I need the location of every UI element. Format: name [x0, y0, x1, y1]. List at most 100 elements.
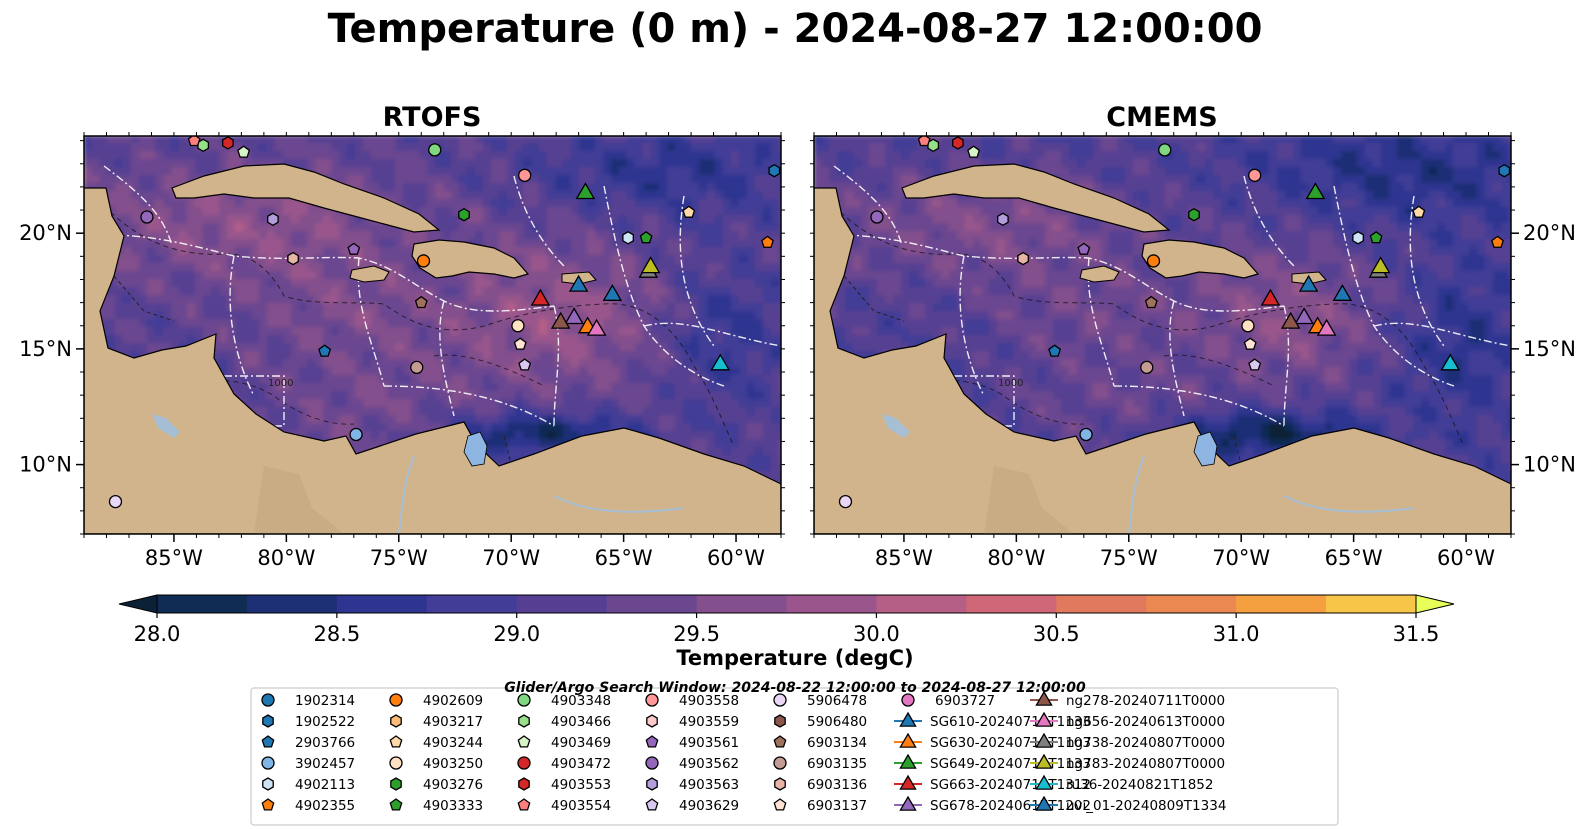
platform-marker: [710, 353, 731, 371]
legend-item: 4903276: [390, 777, 483, 793]
y-tick-label-left: 10°N: [19, 453, 72, 477]
platform-marker: [1188, 207, 1200, 222]
legend-label: 4903250: [423, 756, 483, 772]
legend-item: 4903472: [517, 756, 611, 772]
platform-marker: [1248, 358, 1262, 371]
legend-marker: [774, 714, 786, 728]
platform-marker: [602, 283, 623, 301]
platform-marker: [416, 254, 431, 268]
legend-marker: [899, 795, 917, 811]
legend-item: 4903348: [517, 693, 611, 709]
legend-item: 4903561: [645, 735, 739, 751]
platform-marker: [287, 251, 299, 266]
legend-marker: [1035, 753, 1053, 769]
legend-label: 4902355: [295, 798, 355, 814]
platform-marker: [1369, 230, 1383, 244]
x-tick-label: 70°W: [1212, 546, 1270, 570]
platform-marker: [1491, 235, 1504, 248]
colorbar-tick-label: 31.5: [1393, 622, 1440, 646]
platform-marker: [967, 145, 981, 158]
colorbar-bin: [1146, 595, 1237, 613]
legend-item: 3902457: [261, 756, 355, 772]
legend-item: ng656-20240613T0000: [1030, 711, 1225, 730]
legend-item: 4903554: [517, 798, 611, 814]
legend-marker: [389, 693, 403, 707]
colorbar-tick-label: 28.0: [134, 622, 181, 646]
isobath-label: 1000: [268, 378, 293, 389]
legend-item: 4903559: [646, 714, 739, 730]
x-tick-label: 80°W: [987, 546, 1045, 570]
legend-item: 6903136: [774, 777, 867, 793]
legend-label: uvi_01-20240809T1334: [1066, 798, 1226, 814]
legend-label: 6903136: [807, 777, 867, 793]
legend-marker: [389, 735, 403, 748]
legend-marker: [1035, 774, 1053, 790]
legend-label: 2903766: [295, 735, 355, 751]
legend-label: 3902457: [295, 756, 355, 772]
x-tick-label: 75°W: [370, 546, 428, 570]
legend-marker: [645, 693, 659, 707]
colorbar-bin: [246, 595, 338, 613]
legend-item: ru36-20240821T1852: [1030, 774, 1213, 793]
legend-label: 6903134: [807, 735, 867, 751]
legend-label: 1902522: [295, 714, 355, 730]
legend-label: 4903558: [679, 693, 739, 709]
platform-marker: [838, 494, 853, 509]
legend-item: 4902355: [261, 798, 355, 814]
legend-label: 4903466: [551, 714, 611, 730]
chart-title: Temperature (0 m) - 2024-08-27 12:00:00: [328, 6, 1263, 52]
legend-marker: [899, 711, 917, 727]
legend-label: 1902314: [295, 693, 355, 709]
platform-marker: [1140, 360, 1154, 375]
legend-marker: [262, 714, 274, 728]
legend-marker: [1035, 732, 1053, 748]
panel-title-cmems: CMEMS: [1106, 102, 1217, 133]
legend-marker: [645, 756, 659, 770]
platform-marker: [1241, 319, 1255, 333]
platform-marker: [1158, 143, 1172, 157]
legend-item: 6903727: [901, 693, 995, 709]
platform-marker: [997, 212, 1009, 227]
platform-marker: [1260, 288, 1281, 306]
map-panel-rtofs: 1000: [84, 136, 781, 534]
platform-marker: [564, 307, 584, 325]
platform-marker: [640, 256, 661, 274]
legend-label: ng278-20240711T0000: [1066, 693, 1225, 709]
platform-marker: [222, 136, 234, 150]
legend-label: 6903137: [807, 798, 867, 814]
platform-marker: [513, 337, 527, 350]
legend-label: 5906480: [807, 714, 867, 730]
map-frame-cmems: [813, 135, 1512, 535]
y-tick-label-left: 20°N: [19, 221, 72, 245]
platform-markers-cmems: [838, 136, 1511, 509]
legend-label: 4903562: [679, 756, 739, 772]
legend-item: ng783-20240807T0000: [1030, 753, 1225, 772]
y-tick-label-right: 20°N: [1523, 221, 1576, 245]
platform-marker: [870, 210, 884, 224]
platform-marker: [518, 168, 532, 182]
y-tick-label-right: 15°N: [1523, 337, 1576, 361]
colorbar-tick-label: 29.0: [493, 622, 540, 646]
legend-marker: [518, 777, 530, 791]
colorbar-bin: [516, 595, 608, 613]
legend: Glider/Argo Search Window: 2024-08-22 12…: [250, 680, 1339, 826]
legend-label: 4903563: [679, 777, 739, 793]
legend-item: 4903562: [645, 756, 739, 772]
legend-marker: [646, 777, 658, 791]
legend-marker: [1035, 795, 1053, 811]
platform-marker: [1280, 311, 1301, 329]
legend-item: 4903553: [518, 777, 611, 793]
legend-item: 4903629: [645, 798, 739, 814]
x-tick-label: 65°W: [1325, 546, 1383, 570]
legend-marker: [517, 798, 531, 811]
legend-item: 5906478: [773, 693, 867, 709]
legend-item: uvi_01-20240809T1334: [1030, 795, 1226, 814]
legend-label: 4903561: [679, 735, 739, 751]
legend-marker: [773, 756, 787, 770]
platform-markers-rtofs: [108, 136, 781, 509]
legend-marker: [1035, 690, 1053, 706]
legend-item: 4903217: [390, 714, 483, 730]
y-tick-label-left: 15°N: [19, 337, 72, 361]
legend-item: 4903250: [389, 756, 483, 772]
legend-label: 5906478: [807, 693, 867, 709]
